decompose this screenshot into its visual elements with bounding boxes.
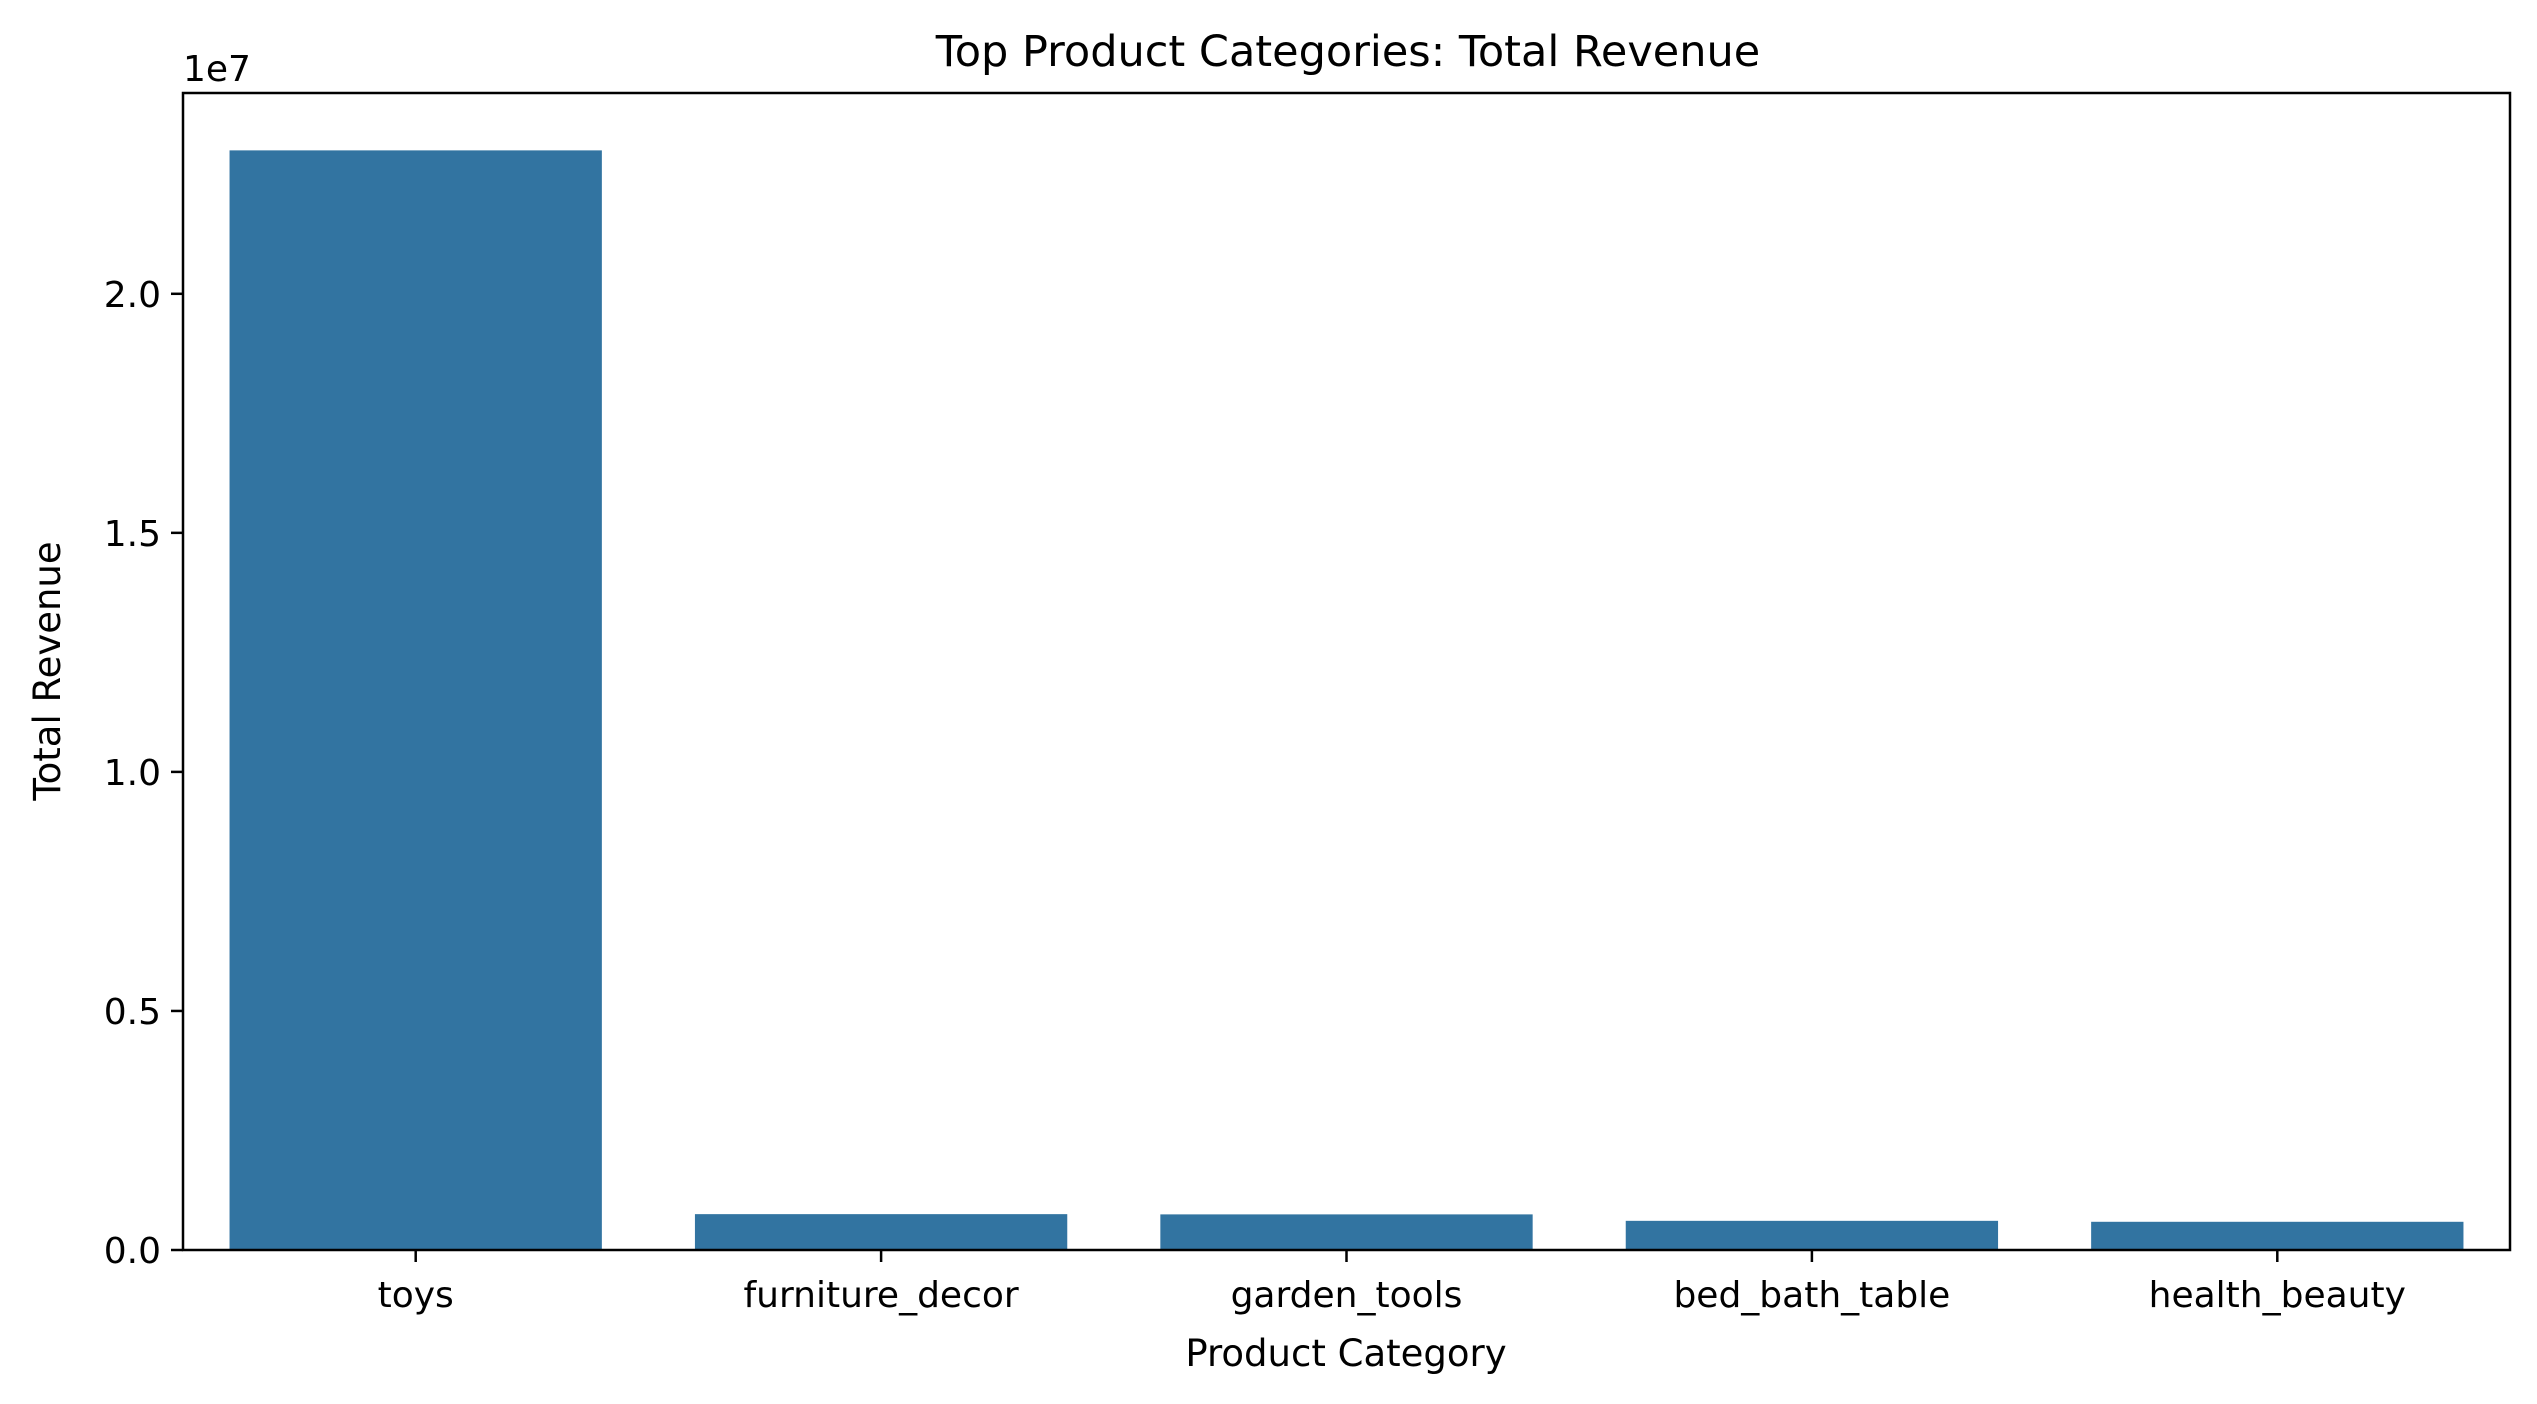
bar-health_beauty <box>2091 1221 2464 1250</box>
x-tick-label: bed_bath_table <box>1673 1275 1950 1316</box>
y-tick-label: 0.0 <box>104 1231 161 1272</box>
y-axis-offset-label: 1e7 <box>183 49 251 90</box>
y-tick-label: 1.0 <box>104 753 161 794</box>
x-tick-label: health_beauty <box>2149 1275 2406 1316</box>
x-tick-label: toys <box>378 1275 454 1316</box>
bars-group <box>229 150 2464 1250</box>
x-tick-label: garden_tools <box>1231 1275 1463 1316</box>
y-tick-label: 1.5 <box>104 514 161 555</box>
y-axis-label: Total Revenue <box>26 541 69 801</box>
y-tick-label: 2.0 <box>104 275 161 316</box>
x-ticks-group: toys furniture_decor garden_tools bed_bath_… <box>378 1250 2406 1316</box>
y-ticks-group: 0.0 0.5 1.0 1.5 2.0 <box>104 275 183 1272</box>
bar-furniture_decor <box>694 1214 1068 1250</box>
plot-area-frame <box>181 91 2512 1252</box>
y-tick-label: 0.5 <box>104 992 161 1033</box>
x-tick-label: furniture_decor <box>744 1275 1019 1316</box>
bar-toys <box>229 150 602 1250</box>
chart-title: Top Product Categories: Total Revenue <box>935 27 1760 77</box>
x-axis-label: Product Category <box>1185 1332 1506 1375</box>
bar-bed_bath_table <box>1625 1220 1999 1250</box>
bar-garden_tools <box>1160 1214 1533 1250</box>
